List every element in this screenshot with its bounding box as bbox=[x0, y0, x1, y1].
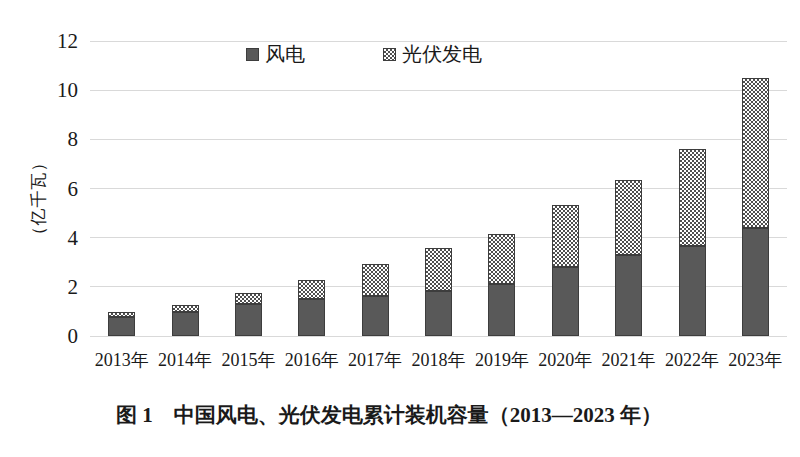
figure-caption: 图 1 中国风电、光伏发电累计装机容量（2013—2023 年） bbox=[0, 401, 778, 430]
bar-wind-2019年 bbox=[488, 284, 515, 336]
y-tick-label-2: 2 bbox=[36, 277, 78, 298]
y-tick-label-10: 10 bbox=[36, 80, 78, 101]
y-tick-label-8: 8 bbox=[36, 129, 78, 150]
bar-pv-2017年 bbox=[362, 264, 389, 296]
y-tick-label-6: 6 bbox=[36, 179, 78, 200]
bar-wind-2017年 bbox=[362, 296, 389, 336]
bar-pv-2016年 bbox=[298, 280, 325, 299]
bar-pv-2018年 bbox=[425, 248, 452, 291]
bar-wind-2014年 bbox=[172, 312, 199, 336]
bar-wind-2018年 bbox=[425, 291, 452, 336]
gridline-y-12 bbox=[90, 41, 787, 42]
bar-pv-2013年 bbox=[108, 312, 135, 317]
gridline-y-10 bbox=[90, 90, 787, 91]
bar-wind-2013年 bbox=[108, 317, 135, 336]
bar-pv-2020年 bbox=[552, 205, 579, 267]
bar-wind-2020年 bbox=[552, 267, 579, 336]
y-tick-label-0: 0 bbox=[36, 326, 78, 347]
bar-pv-2015年 bbox=[235, 293, 262, 304]
y-tick-label-12: 12 bbox=[36, 31, 78, 52]
figure-wind-pv-capacity: 风电 光伏发电 （亿千瓦） 图 1 中国风电、光伏发电累计装机容量（2013—2… bbox=[0, 0, 800, 457]
bar-pv-2023年 bbox=[742, 78, 769, 228]
bar-wind-2023年 bbox=[742, 228, 769, 336]
plot-area bbox=[90, 41, 787, 336]
bar-pv-2014年 bbox=[172, 305, 199, 312]
bar-pv-2022年 bbox=[679, 149, 706, 246]
bar-wind-2021年 bbox=[615, 255, 642, 336]
bar-wind-2015年 bbox=[235, 304, 262, 336]
bar-pv-2021年 bbox=[615, 180, 642, 255]
bar-pv-2019年 bbox=[488, 234, 515, 284]
x-tick-label-2023年: 2023年 bbox=[718, 350, 792, 372]
bar-wind-2016年 bbox=[298, 299, 325, 336]
gridline-y-8 bbox=[90, 139, 787, 140]
bar-wind-2022年 bbox=[679, 246, 706, 336]
y-tick-label-4: 4 bbox=[36, 228, 78, 249]
